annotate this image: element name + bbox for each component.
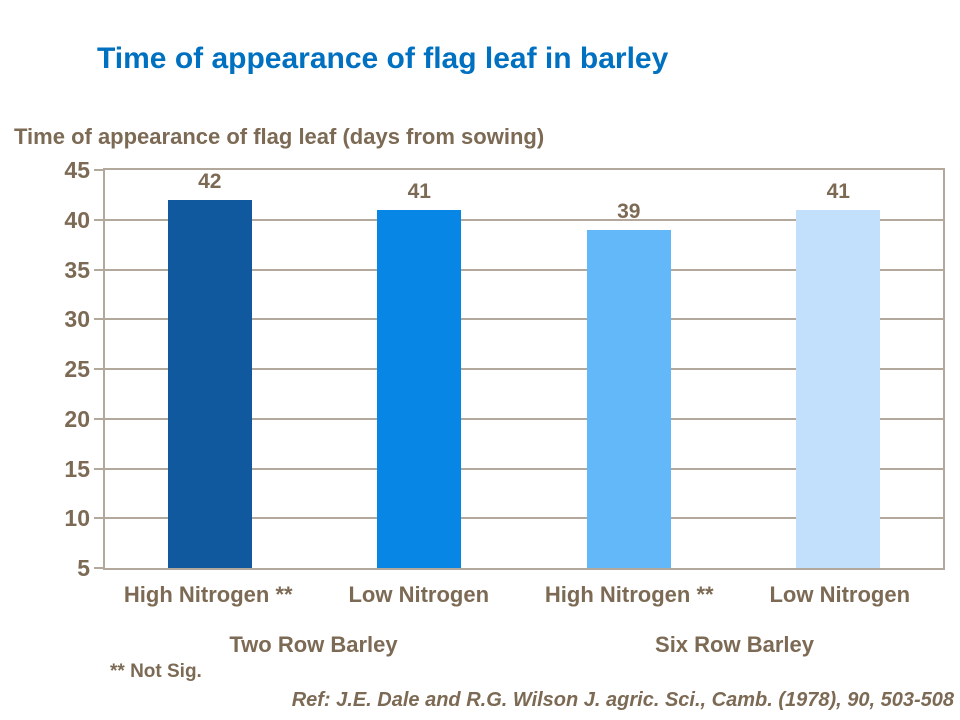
y-tick-mark — [94, 417, 103, 420]
gridline — [105, 417, 943, 420]
group-label: Six Row Barley — [655, 632, 814, 657]
bar-low-nitrogen — [796, 209, 881, 568]
y-tick-label: 25 — [64, 356, 90, 382]
y-tick-label: 20 — [64, 405, 90, 432]
group-labels: Two Row Barley Six Row Barley — [103, 632, 945, 658]
y-tick-mark — [94, 467, 103, 470]
bar-high-nitrogen — [167, 199, 252, 568]
gridline — [105, 368, 943, 370]
y-tick-label: 15 — [64, 455, 90, 482]
y-tick-label: 45 — [64, 157, 90, 183]
x-category-label: High Nitrogen ** — [123, 582, 293, 607]
plot-area: 42 41 39 41 — [103, 168, 945, 570]
y-tick-mark — [94, 169, 103, 171]
gridline — [105, 467, 943, 470]
y-tick-mark — [94, 218, 103, 221]
x-category-label: Low Nitrogen — [348, 582, 490, 607]
y-tick-label: 30 — [64, 306, 90, 333]
y-tick-label: 35 — [64, 256, 90, 283]
gridline — [105, 268, 943, 271]
bar-value-label: 39 — [617, 199, 641, 223]
x-axis-labels: High Nitrogen ** Low Nitrogen High Nitroge… — [103, 582, 945, 608]
y-tick-mark — [94, 567, 103, 569]
x-category-label: High Nitrogen ** — [544, 582, 714, 607]
bar-value-label: 41 — [826, 179, 850, 203]
bar-low-nitrogen — [377, 209, 462, 568]
value-axis-title: Time of appearance of flag leaf (days fr… — [14, 124, 545, 149]
gridline — [105, 318, 943, 321]
significance-footnote: ** Not Sig. — [110, 661, 202, 682]
chart-title: Time of appearance of flag leaf in barle… — [97, 42, 669, 75]
y-tick-label: 40 — [64, 206, 90, 233]
x-category-label: Low Nitrogen — [769, 582, 911, 607]
y-tick-mark — [94, 268, 103, 271]
bar-high-nitrogen — [586, 229, 671, 568]
reference-citation: Ref: J.E. Dale and R.G. Wilson J. agric.… — [291, 689, 954, 711]
y-tick-label: 5 — [77, 555, 90, 581]
y-tick-mark — [94, 318, 103, 321]
y-tick-mark — [94, 368, 103, 370]
y-tick-label: 10 — [64, 505, 90, 532]
gridline — [105, 517, 943, 520]
gridline — [105, 218, 943, 221]
bar-value-label: 41 — [407, 179, 431, 203]
y-tick-mark — [94, 517, 103, 520]
bar-value-label: 42 — [198, 169, 222, 193]
group-label: Two Row Barley — [229, 632, 398, 657]
